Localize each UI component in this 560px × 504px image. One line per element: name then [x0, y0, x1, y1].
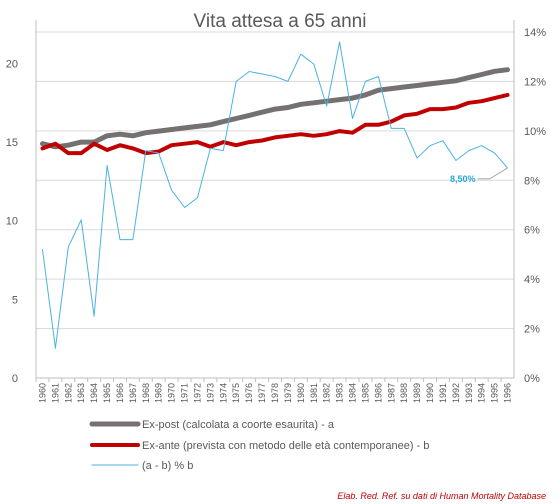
x-tick-label: 1964	[89, 383, 99, 403]
series-line	[40, 92, 510, 156]
y-right-tick-label: 8%	[524, 175, 540, 187]
legend: Ex-post (calcolata a coorte esaurita) - …	[89, 419, 429, 472]
y-left-tick-label: 5	[12, 294, 18, 306]
x-tick-label: 1996	[503, 383, 513, 403]
annotation-label: 8,50%	[450, 174, 476, 184]
legend-label: (a - b) % b	[142, 460, 193, 472]
x-tick-label: 1967	[128, 383, 138, 403]
x-tick-label: 1960	[37, 383, 47, 403]
x-tick-label: 1994	[477, 383, 487, 403]
x-tick-label: 1971	[180, 383, 190, 403]
annotation-leader	[477, 167, 508, 180]
x-tick-label: 1991	[438, 383, 448, 403]
x-tick-label: 1962	[63, 383, 73, 403]
x-tick-label: 1974	[218, 383, 228, 403]
x-tick-label: 1979	[283, 383, 293, 403]
x-tick-label: 1973	[205, 383, 215, 403]
x-tick-label: 1993	[464, 383, 474, 403]
chart-title: Vita attesa a 65 anni	[194, 11, 367, 32]
x-tick-label: 1992	[451, 383, 461, 403]
y-left-tick-label: 0	[12, 373, 18, 385]
x-tick-label: 1982	[322, 383, 332, 403]
x-tick-label: 1969	[154, 383, 164, 403]
y-right-tick-label: 12%	[524, 76, 546, 88]
x-tick-label: 1983	[335, 383, 345, 403]
x-tick-label: 1990	[425, 383, 435, 403]
x-axis-labels: 1960 1961 1962 1963 1964 1965 1966 1967 1968 1969…	[37, 383, 512, 403]
x-tick-label: 1989	[412, 383, 422, 403]
x-tick-label: 1968	[141, 383, 151, 403]
x-tick-label: 1976	[244, 383, 254, 403]
x-tick-label: 1981	[309, 383, 319, 403]
y-axis-left-labels: 0 5 10 15 20	[6, 58, 18, 385]
series-lines	[40, 41, 510, 349]
x-tick-label: 1970	[167, 383, 177, 403]
y-left-tick-label: 10	[6, 216, 18, 228]
y-right-tick-label: 10%	[524, 126, 546, 138]
x-tick-label: 1961	[50, 383, 60, 403]
annotation: 8,50%	[450, 167, 508, 184]
gridlines	[36, 31, 514, 330]
y-axis-right-labels: 0% 2% 4% 6% 8% 10% 12% 14%	[524, 27, 546, 385]
y-right-tick-label: 14%	[524, 27, 546, 39]
legend-label: Ex-post (calcolata a coorte esaurita) - …	[142, 419, 335, 431]
y-left-tick-label: 15	[6, 137, 18, 149]
y-right-tick-label: 6%	[524, 225, 540, 237]
y-left-tick-label: 20	[6, 58, 18, 70]
x-tick-label: 1975	[231, 383, 241, 403]
series-line	[40, 67, 510, 150]
x-tick-label: 1965	[102, 383, 112, 403]
x-tick-label: 1984	[348, 383, 358, 403]
x-tick-label: 1988	[399, 383, 409, 403]
x-tick-label: 1972	[192, 383, 202, 403]
x-tick-label: 1987	[386, 383, 396, 403]
y-right-tick-label: 0%	[524, 373, 540, 385]
series-line	[42, 41, 508, 349]
y-right-tick-label: 2%	[524, 324, 540, 336]
x-tick-label: 1963	[76, 383, 86, 403]
x-tick-label: 1986	[373, 383, 383, 403]
x-tick-label: 1978	[270, 383, 280, 403]
legend-label: Ex-ante (prevista con metodo delle età c…	[142, 440, 429, 452]
x-tick-label: 1995	[490, 383, 500, 403]
axes	[35, 20, 515, 382]
x-tick-label: 1966	[115, 383, 125, 403]
x-tick-label: 1977	[257, 383, 267, 403]
x-tick-label: 1980	[296, 383, 306, 403]
x-tick-label: 1985	[360, 383, 370, 403]
source-note: Elab. Red. Ref. su dati di Human Mortali…	[337, 491, 546, 501]
y-right-tick-label: 4%	[524, 274, 540, 286]
